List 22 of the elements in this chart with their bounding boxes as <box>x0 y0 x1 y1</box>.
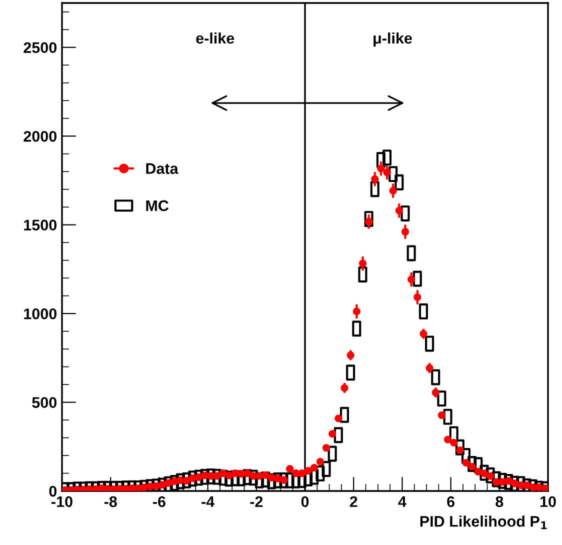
legend-label: MC <box>146 200 169 212</box>
annotation: μ-like <box>374 32 412 47</box>
x-tick-label: -8 <box>104 496 117 508</box>
y-tick-label: 1000 <box>24 308 57 320</box>
x-tick-label: -2 <box>250 496 263 507</box>
y-tick-label: 2500 <box>24 42 57 54</box>
x-tick-label: 10 <box>540 496 556 508</box>
y-tick-label: 1500 <box>24 220 57 231</box>
x-tick-label: -10 <box>52 496 72 508</box>
y-tick-label: 0 <box>49 486 57 497</box>
x-tick-label: 2 <box>350 496 358 507</box>
y-tick-label: 500 <box>32 397 57 408</box>
annotation: e-like <box>196 32 234 44</box>
x-tick-label: 6 <box>447 496 454 508</box>
x-tick-label: 4 <box>398 496 406 507</box>
x-tick-label: 8 <box>496 496 504 508</box>
x-tick-label: -6 <box>153 496 166 508</box>
x-tick-label: 0 <box>301 496 309 508</box>
x-axis-title: PID Likelihood P$_{1}$ <box>420 516 547 530</box>
x-tick-label: -4 <box>202 496 215 507</box>
legend-label: Data <box>146 163 178 174</box>
y-tick-label: 2000 <box>24 130 57 142</box>
